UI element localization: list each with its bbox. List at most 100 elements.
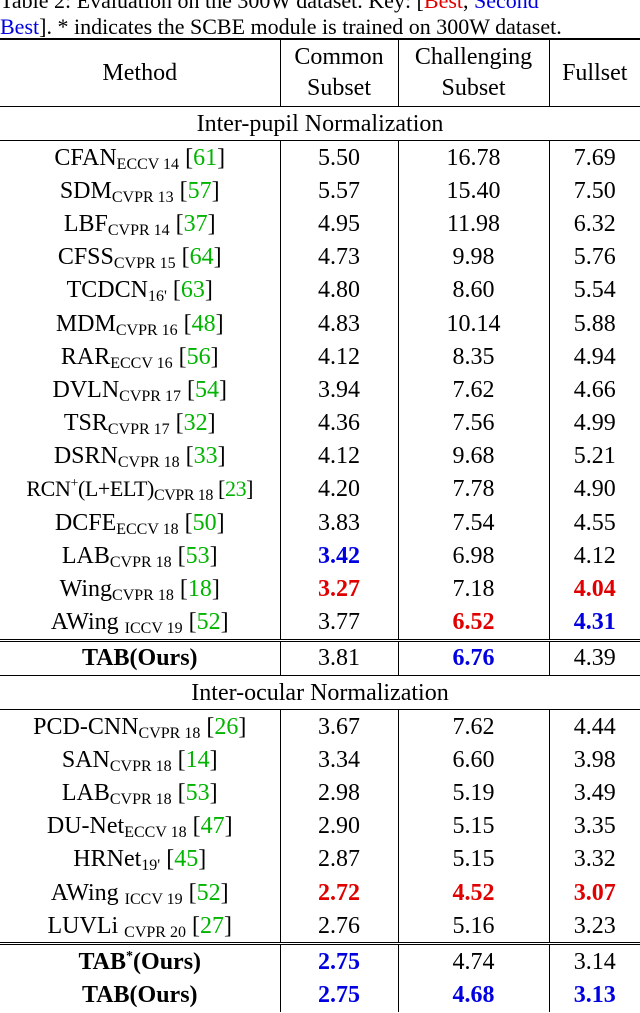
challenging-cell: 11.98 (398, 207, 550, 241)
table-row: WingCVPR 18 [18] 3.27 7.18 4.04 (0, 572, 640, 606)
ref-bracket: ] (211, 177, 220, 204)
table-row: DSRNCVPR 18 [33] 4.12 9.68 5.21 (0, 439, 640, 473)
method-name: LBF (63, 210, 108, 237)
fullset-cell: 4.12 (549, 539, 640, 572)
ref-bracket: [ (172, 343, 187, 370)
metric-value: 3.35 (573, 813, 616, 840)
method-header: Method (0, 39, 281, 107)
ref-bracket: [ (160, 846, 175, 873)
table-row: CFSSCVPR 15 [64] 4.73 9.98 5.76 (0, 240, 640, 274)
section-header-row: Inter-ocular Normalization (0, 675, 640, 710)
ref-bracket: [ (182, 879, 197, 906)
method-cell: TSRCVPR 17 [32] (0, 406, 281, 440)
ours-row: TAB(Ours) 2.75 4.68 3.13 (0, 978, 640, 1012)
method-name: TAB(Ours) (81, 982, 198, 1009)
common-cell: 2.98 (280, 776, 399, 810)
method-name: LAB (61, 542, 110, 569)
fullset-cell: 5.21 (549, 440, 640, 473)
section-header-row: Inter-pupil Normalization (0, 106, 640, 141)
citation-ref: 53 (185, 542, 210, 569)
ref-bracket: [ (178, 509, 193, 536)
method-venue: ICCV 19 (124, 620, 183, 638)
ref-bracket: ] (224, 813, 233, 840)
fullset-cell: 4.39 (549, 640, 640, 675)
metric-value: 6.76 (452, 645, 495, 672)
method-cell: RARECCV 16 [56] (0, 340, 281, 374)
metric-value: 15.40 (446, 177, 501, 204)
ref-bracket: ] (220, 879, 229, 906)
table-body: Inter-pupil Normalization CFANECCV 14 [61… (0, 106, 640, 1012)
ref-bracket: ] (209, 542, 218, 569)
metric-value: 5.21 (573, 443, 616, 470)
fullset-cell: 4.55 (549, 506, 640, 539)
metric-value: 3.34 (318, 746, 360, 773)
challenging-cell: 9.98 (398, 240, 550, 274)
method-venue: CVPR 14 (107, 221, 170, 239)
ours-row: TAB(Ours) 3.81 6.76 4.39 (0, 640, 640, 676)
ref-bracket: [ (186, 813, 201, 840)
method-cell: DSRNCVPR 18 [33] (0, 439, 281, 473)
common-cell: 4.12 (280, 340, 399, 374)
ref-bracket: [ (185, 912, 200, 939)
common-cell: 4.73 (280, 240, 399, 274)
metric-value: 5.57 (318, 177, 360, 204)
metric-value: 2.98 (318, 779, 360, 806)
metric-value: 7.62 (452, 713, 495, 740)
challenging-cell: 5.16 (398, 909, 550, 944)
section-title: Inter-ocular Normalization (191, 679, 449, 706)
ref-bracket: ] (238, 713, 247, 740)
metric-value: 4.94 (573, 343, 616, 370)
challenging-cell: 4.52 (398, 875, 550, 910)
table-row: LABCVPR 18 [53] 3.42 6.98 4.12 (0, 539, 640, 573)
method-venue: CVPR 17 (119, 387, 181, 405)
metric-value: 7.18 (452, 576, 495, 603)
challenging-cell: 7.56 (398, 406, 550, 440)
fullset-cell: 3.49 (549, 776, 640, 809)
table-row: HRNet19' [45] 2.87 5.15 3.32 (0, 842, 640, 876)
common-cell: 5.50 (280, 140, 399, 175)
method-name: RAR (60, 343, 111, 370)
common-cell: 3.83 (280, 506, 399, 540)
fullset-cell: 3.14 (549, 944, 640, 979)
common-cell: 3.27 (280, 572, 399, 606)
ref-bracket: ] (223, 912, 232, 939)
citation-ref: 47 (200, 813, 225, 840)
ref-bracket: ] (217, 144, 226, 171)
metric-value: 4.52 (452, 879, 495, 906)
ref-bracket: ] (211, 576, 220, 603)
citation-ref: 14 (185, 746, 210, 773)
common-cell: 2.75 (280, 943, 399, 979)
method-cell: WingCVPR 18 [18] (0, 572, 281, 606)
common-cell: 2.75 (280, 978, 399, 1012)
method-name: DU-Net (46, 813, 125, 840)
fullset-cell: 7.50 (549, 174, 640, 207)
metric-value: 4.73 (318, 244, 360, 271)
table-row: DCFEECCV 18 [50] 3.83 7.54 4.55 (0, 506, 640, 540)
ref-bracket: [ (180, 376, 195, 403)
metric-value: 3.77 (318, 609, 360, 636)
method-name: LUVLi (47, 912, 125, 939)
table-caption: Table 2: Evaluation on the 300W dataset.… (0, 0, 640, 40)
fullset-cell: 4.04 (549, 572, 640, 605)
method-name: LAB (61, 779, 110, 806)
metric-value: 3.49 (573, 779, 616, 806)
challenging-cell: 6.98 (398, 539, 550, 573)
method-venue: CVPR 18 (109, 757, 172, 775)
fullset-cell: 4.66 (549, 373, 640, 406)
citation-ref: 33 (193, 443, 218, 470)
citation-ref: 18 (187, 576, 212, 603)
method-cell: CFANECCV 14 [61] (0, 140, 281, 175)
fullset-cell: 6.32 (549, 207, 640, 240)
method-name: TAB(Ours) (81, 645, 198, 672)
common-cell: 3.77 (280, 605, 399, 641)
method-cell: MDMCVPR 16 [48] (0, 306, 281, 341)
ref-bracket: [ (200, 713, 215, 740)
ref-bracket: [ (179, 144, 194, 171)
ref-bracket: ] (198, 846, 207, 873)
method-cell: AWing ICCV 19 [52] (0, 605, 281, 641)
table-row: SANCVPR 18 [14] 3.34 6.60 3.98 (0, 743, 640, 777)
metric-value: 4.12 (573, 542, 616, 569)
metric-value: 3.83 (318, 509, 360, 536)
method-name: SAN (61, 746, 110, 773)
ours-row: TAB*(Ours) 2.75 4.74 3.14 (0, 943, 640, 979)
